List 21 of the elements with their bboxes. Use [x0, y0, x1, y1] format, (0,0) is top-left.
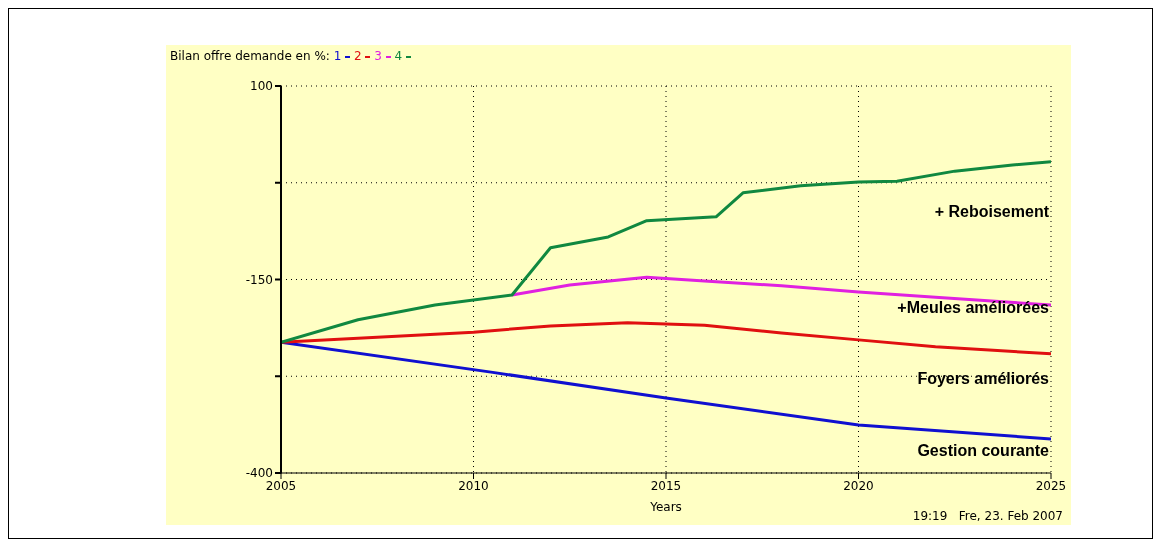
x-tick-label: 2005: [265, 478, 297, 493]
legend-label: 3: [373, 49, 383, 63]
chart-title: Bilan offre demande en %:: [170, 49, 330, 63]
text: 19:19 Fre, 23. Feb 2007: [912, 509, 1063, 523]
x-axis-title: Years: [649, 500, 682, 514]
y-tick-label: 100: [250, 79, 273, 94]
annotation: + Reboisement: [934, 203, 1049, 221]
x-tick-label: 2010: [458, 478, 489, 493]
legend-label: 2: [353, 49, 363, 63]
x-tick-label: 2020: [843, 478, 874, 493]
y-tick-label: -150: [245, 272, 273, 287]
annotation: Gestion courante: [917, 442, 1049, 460]
legend-label: 1: [332, 49, 343, 63]
x-tick-label: 2015: [650, 478, 682, 493]
annotation: Foyers améliorés: [917, 370, 1049, 388]
legend-label: 4: [393, 49, 404, 63]
x-tick-label: 2025: [1035, 478, 1067, 493]
line-series: [281, 321, 1051, 356]
line-series: [281, 160, 1051, 344]
annotation: +Meules améliorées: [897, 299, 1049, 317]
y-tick-label: -400: [245, 466, 273, 481]
